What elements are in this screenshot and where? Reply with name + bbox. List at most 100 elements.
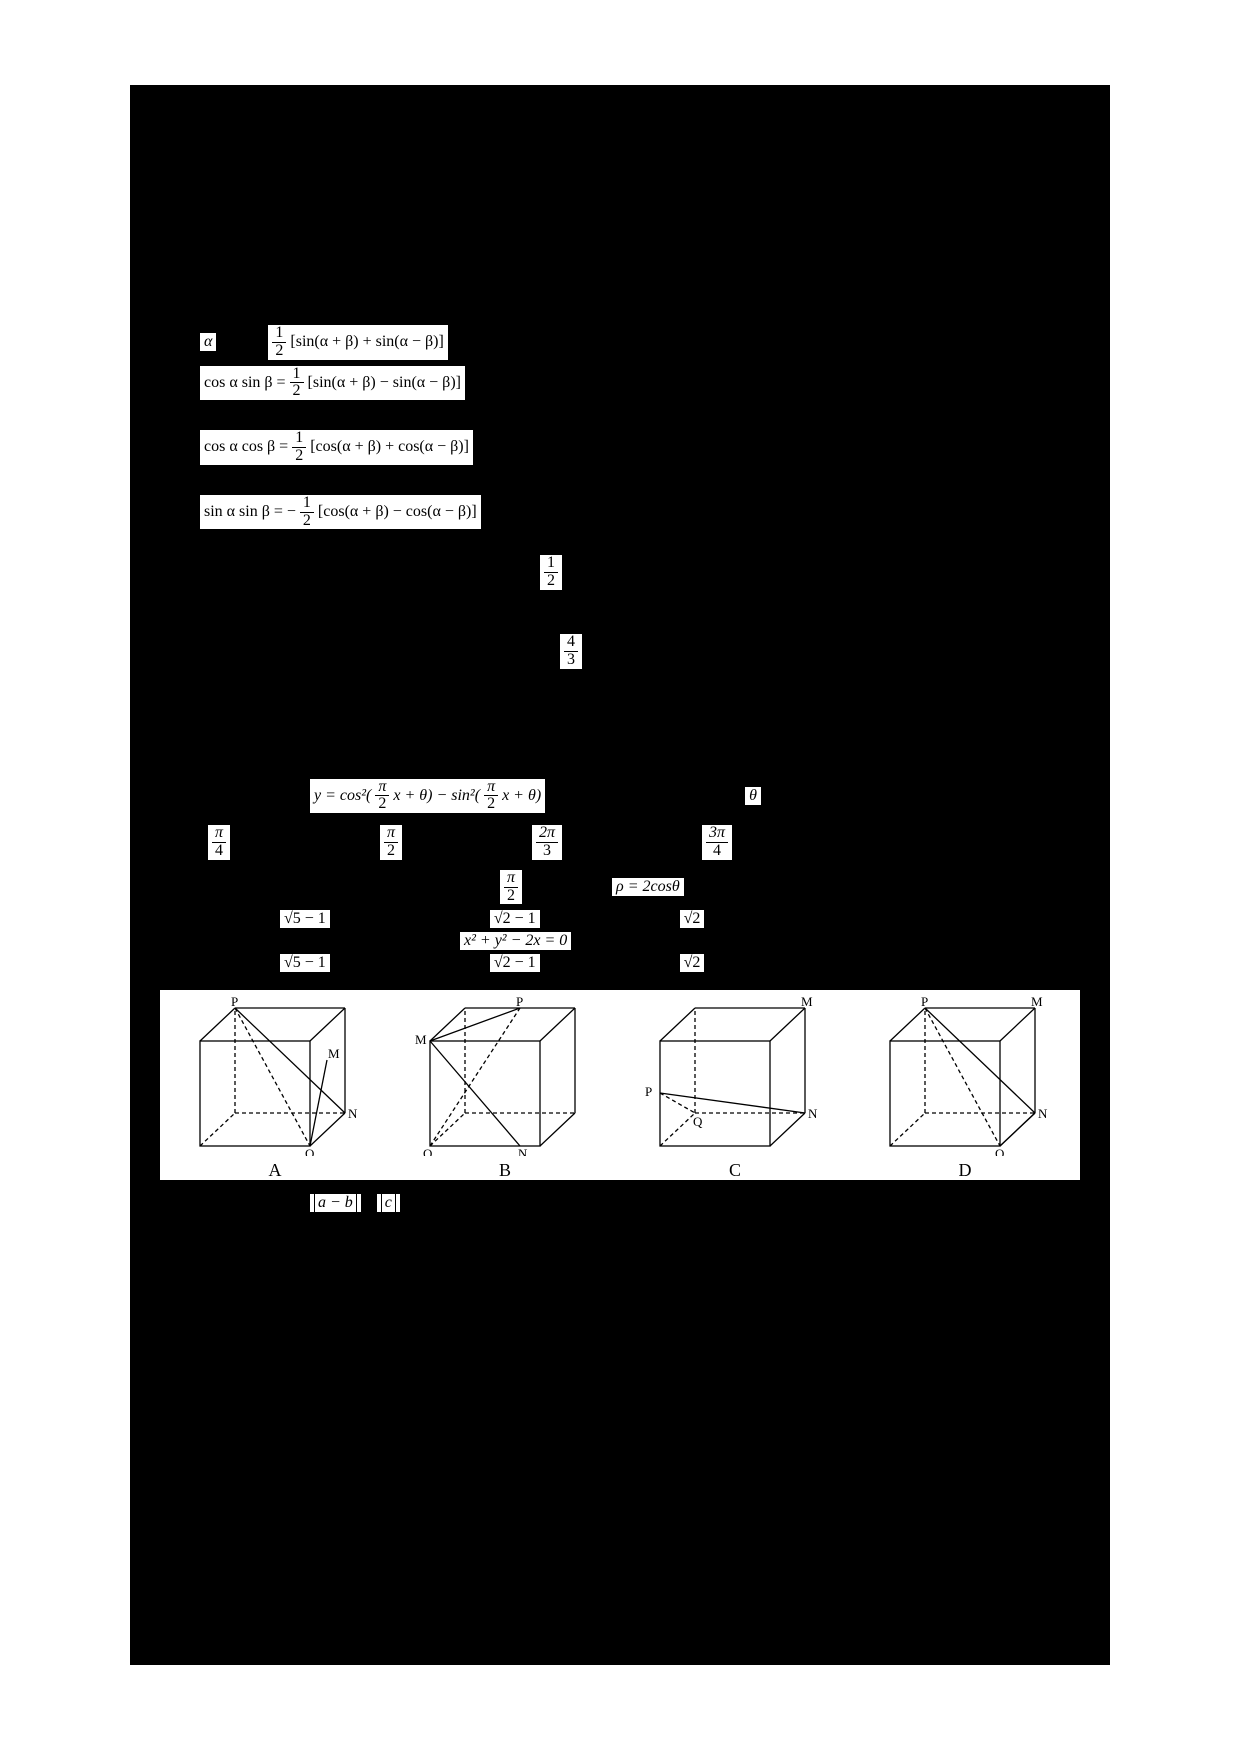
frac-num: 4 — [564, 634, 578, 652]
pi-over-2-b: π 2 — [484, 779, 498, 814]
frac-four-thirds: 4 3 — [564, 634, 578, 669]
formula-3-lhs: cos α cos β = — [204, 438, 288, 455]
redaction-bar-2 — [200, 474, 320, 486]
svg-text:N: N — [348, 1106, 358, 1121]
cubes-panel: P M N Q A — [160, 990, 1080, 1180]
frac-den: 2 — [504, 888, 518, 905]
frac-num: π — [375, 779, 389, 797]
polar2-c: √2 — [680, 954, 705, 972]
formula-2-rhs: [sin(α + β) − sin(α − β)] — [308, 374, 461, 391]
cube-c-svg: M P Q N — [635, 996, 835, 1156]
formula-row-4: sin α sin β = − 1 2 [cos(α + β) − cos(α … — [200, 495, 1080, 530]
svg-text:Q: Q — [995, 1146, 1005, 1156]
document-page: α 1 2 [sin(α + β) + sin(α − β)] cos α si… — [130, 85, 1110, 1665]
circle-eq-row: x² + y² − 2x = 0 — [460, 932, 1080, 950]
pi-half-box: π2 — [500, 870, 522, 905]
polar1-c: √2 — [680, 910, 705, 928]
redaction-bar-1 — [200, 410, 320, 422]
frac-num: π — [212, 825, 226, 843]
svg-text:M: M — [1031, 996, 1043, 1009]
vector-row: a − b c — [310, 1194, 1080, 1212]
frac-num: 1 — [300, 495, 314, 513]
theta-symbol: θ — [745, 787, 761, 805]
alpha-symbol: α — [200, 333, 216, 351]
formula-1-box: 1 2 [sin(α + β) + sin(α − β)] — [268, 325, 447, 360]
frac-num: 1 — [290, 366, 304, 384]
cube-c-label: C — [729, 1160, 741, 1181]
polar2-b: √2 − 1 — [490, 954, 540, 972]
abs-c: c — [377, 1194, 400, 1212]
formula-row-1: α 1 2 [sin(α + β) + sin(α − β)] — [200, 325, 1080, 360]
frac-den: 2 — [290, 383, 304, 400]
formula-2-box: cos α sin β = 1 2 [sin(α + β) − sin(α − … — [200, 366, 465, 401]
pi-over-2-a: π 2 — [375, 779, 389, 814]
svg-text:N: N — [1038, 1106, 1048, 1121]
svg-text:N: N — [518, 1146, 528, 1156]
frac-den: 4 — [710, 843, 724, 860]
y-eq-part1: y = cos²( — [314, 787, 371, 804]
half-frac-2: 1 2 — [290, 366, 304, 401]
cube-b-svg: P M N Q — [405, 996, 605, 1156]
frac-num: 1 — [272, 325, 286, 343]
frac-half-standalone: 1 2 — [544, 555, 558, 590]
y-equation-row: y = cos²( π 2 x + θ) − sin²( π 2 x + θ) … — [310, 779, 1080, 814]
polar-row-head: π2 ρ = 2cosθ — [500, 870, 1080, 905]
svg-text:M: M — [801, 996, 813, 1009]
svg-text:N: N — [808, 1106, 818, 1121]
frac-den: 2 — [375, 796, 389, 813]
frac-den: 2 — [384, 843, 398, 860]
cube-a-svg: P M N Q — [175, 996, 375, 1156]
frac-den: 2 — [484, 796, 498, 813]
polar1-a: √5 − 1 — [280, 910, 330, 928]
standalone-half: 1 2 — [540, 555, 1080, 590]
formula-3-box: cos α cos β = 1 2 [cos(α + β) + cos(α − … — [200, 430, 473, 465]
cube-a-label: A — [269, 1160, 282, 1181]
polar-options-2: √5 − 1 √2 − 1 √2 — [280, 954, 1080, 972]
polar2-a: √5 − 1 — [280, 954, 330, 972]
frac-num: π — [384, 825, 398, 843]
y-eq-part2: x + θ) − sin²( — [393, 787, 480, 804]
half-frac-1: 1 2 — [272, 325, 286, 360]
theta-options: π4 π2 2π3 3π4 — [208, 825, 1080, 860]
frac-den: 4 — [212, 843, 226, 860]
polar-options-1: √5 − 1 √2 − 1 √2 — [280, 910, 1080, 928]
cube-d: P M N Q D — [865, 996, 1065, 1181]
half-frac-3: 1 2 — [292, 430, 306, 465]
frac-den: 2 — [292, 448, 306, 465]
polar1-b: √2 − 1 — [490, 910, 540, 928]
formula-row-3: cos α cos β = 1 2 [cos(α + β) + cos(α − … — [200, 430, 1080, 465]
formula-2-lhs: cos α sin β = — [204, 374, 286, 391]
opt-c: 2π3 — [532, 825, 562, 860]
svg-text:M: M — [415, 1032, 427, 1047]
formula-4-box: sin α sin β = − 1 2 [cos(α + β) − cos(α … — [200, 495, 481, 530]
circle-eq: x² + y² − 2x = 0 — [460, 932, 571, 950]
frac-num: 1 — [544, 555, 558, 573]
frac-den: 2 — [300, 513, 314, 530]
frac-den: 3 — [564, 652, 578, 669]
top-spacer — [160, 105, 1080, 295]
cube-d-label: D — [959, 1160, 972, 1181]
formula-block: α 1 2 [sin(α + β) + sin(α − β)] cos α si… — [200, 325, 1080, 529]
abs-a-minus-b: a − b — [310, 1194, 361, 1212]
svg-text:M: M — [328, 1046, 340, 1061]
cube-a: P M N Q A — [175, 996, 375, 1181]
y-equation: y = cos²( π 2 x + θ) − sin²( π 2 x + θ) — [310, 779, 545, 814]
cube-d-svg: P M N Q — [865, 996, 1065, 1156]
frac-num: 2π — [536, 825, 558, 843]
cube-c: M P Q N C — [635, 996, 835, 1181]
svg-text:P: P — [921, 996, 928, 1009]
frac-den: 3 — [540, 843, 554, 860]
formula-3-rhs: [cos(α + β) + cos(α − β)] — [310, 438, 469, 455]
frac-num: π — [504, 870, 518, 888]
svg-text:P: P — [231, 996, 238, 1009]
a-minus-b-text: a − b — [318, 1194, 353, 1211]
half-frac-4: 1 2 — [300, 495, 314, 530]
svg-text:Q: Q — [693, 1114, 703, 1129]
cube-b-label: B — [499, 1160, 511, 1181]
c-text: c — [385, 1194, 392, 1211]
opt-a: π4 — [208, 825, 230, 860]
formula-4-lhs: sin α sin β = − — [204, 503, 296, 520]
standalone-four-thirds: 4 3 — [560, 634, 1080, 669]
frac-num: π — [484, 779, 498, 797]
y-eq-part3: x + θ) — [502, 787, 541, 804]
